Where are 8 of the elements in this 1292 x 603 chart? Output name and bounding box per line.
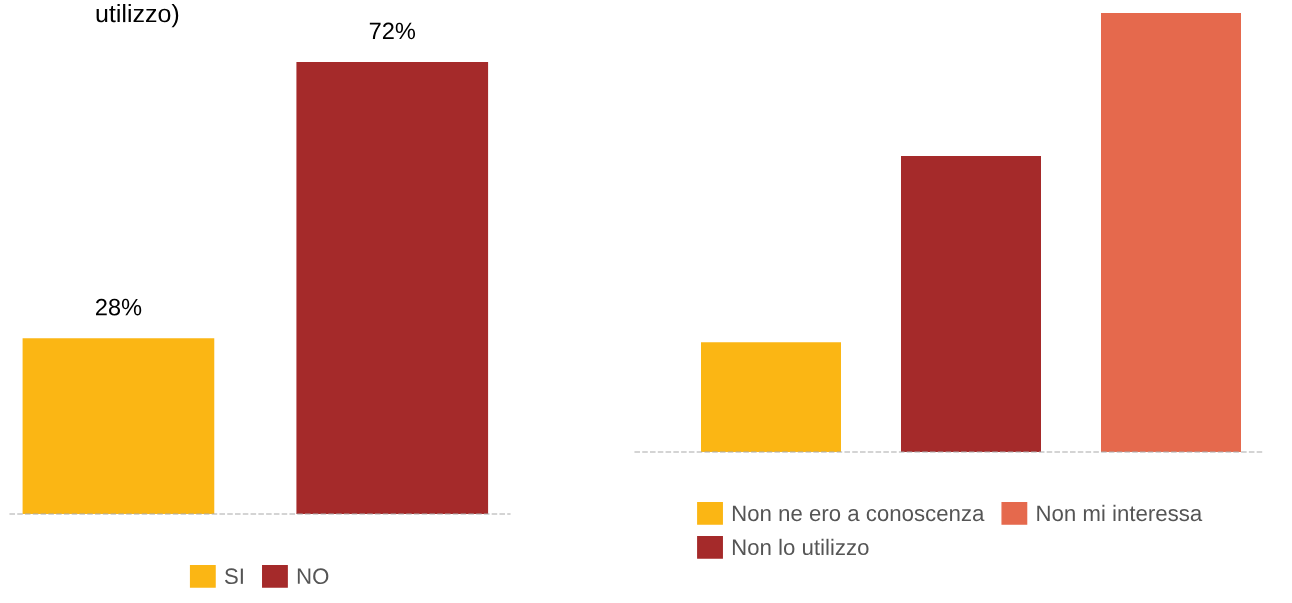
legend-label: Non ne ero a conoscenza — [732, 505, 985, 522]
chart-title: utilizzo) — [96, 4, 179, 28]
data-label: 28% — [95, 298, 142, 316]
legend-label: SI — [224, 568, 243, 585]
legend-label: Non lo utilizzo — [732, 538, 869, 556]
data-label: 72% — [369, 22, 416, 40]
legend-label: NO — [297, 568, 329, 585]
legend-label: Non mi interessa — [1037, 504, 1203, 522]
